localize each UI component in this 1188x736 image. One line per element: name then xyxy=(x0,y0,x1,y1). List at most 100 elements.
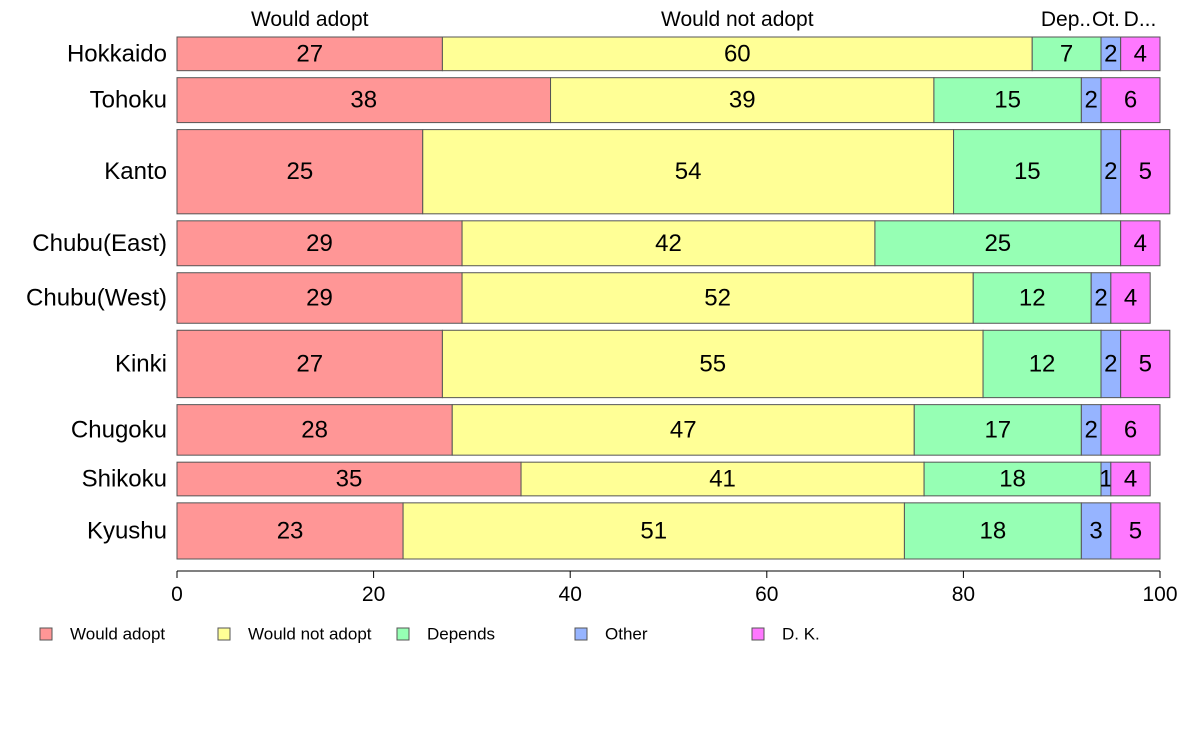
bar-label-chubu-west-would-adopt: 29 xyxy=(306,285,333,312)
row-label-tohoku: Tohoku xyxy=(90,87,167,114)
x-tick-label-80: 80 xyxy=(952,583,975,606)
bar-label-kanto-d-k: 5 xyxy=(1139,158,1152,185)
bar-chubu-east-would-adopt xyxy=(176,220,463,267)
x-tick-label-0: 0 xyxy=(171,583,183,606)
bar-label-chubu-east-d-k: 4 xyxy=(1134,230,1147,257)
bar-label-shikoku-would-adopt: 35 xyxy=(336,466,363,493)
bar-tohoku-depends xyxy=(933,77,1082,124)
row-label-shikoku: Shikoku xyxy=(82,466,167,493)
bar-chugoku-d-k xyxy=(1100,404,1161,456)
bar-label-kyushu-would-adopt: 23 xyxy=(277,517,304,544)
bar-kinki-d-k xyxy=(1120,329,1171,399)
row-label-chubu-west: Chubu(West) xyxy=(26,285,167,312)
bar-label-chubu-west-depends: 12 xyxy=(1019,285,1046,312)
legend-swatch-would-not-adopt xyxy=(217,627,231,641)
legend-label-depends: Depends xyxy=(427,625,495,644)
bar-label-shikoku-d-k: 4 xyxy=(1124,466,1137,493)
legend-label-would-not-adopt: Would not adopt xyxy=(248,625,372,644)
bar-kanto-would-adopt xyxy=(176,129,424,215)
bar-chubu-east-d-k xyxy=(1120,220,1161,267)
bar-chubu-west-would-not-adopt xyxy=(461,272,974,324)
row-label-kanto: Kanto xyxy=(104,158,167,185)
bar-label-kinki-would-not-adopt: 55 xyxy=(699,350,726,377)
bar-chubu-west-would-adopt xyxy=(176,272,463,324)
legend-label-other: Other xyxy=(605,625,648,644)
bar-label-chugoku-would-not-adopt: 47 xyxy=(670,416,697,443)
bar-label-chubu-west-would-not-adopt: 52 xyxy=(704,285,731,312)
bar-label-tohoku-would-not-adopt: 39 xyxy=(729,87,756,114)
bar-label-kinki-depends: 12 xyxy=(1029,350,1056,377)
top-label-dep: Dep.. xyxy=(1041,8,1091,31)
bar-hokkaido-depends xyxy=(1031,36,1102,72)
bar-label-kanto-other: 2 xyxy=(1104,158,1117,185)
bar-label-kanto-would-not-adopt: 54 xyxy=(675,158,702,185)
bar-label-kinki-other: 2 xyxy=(1104,350,1117,377)
bar-chubu-west-depends xyxy=(972,272,1092,324)
row-label-hokkaido: Hokkaido xyxy=(67,40,167,67)
legend-label-would-adopt: Would adopt xyxy=(70,625,165,644)
bar-label-kanto-would-adopt: 25 xyxy=(287,158,314,185)
top-label-ot: Ot. xyxy=(1092,8,1120,31)
bar-hokkaido-would-not-adopt xyxy=(441,36,1033,72)
bar-label-tohoku-d-k: 6 xyxy=(1124,87,1137,114)
x-tick-label-100: 100 xyxy=(1142,583,1177,606)
top-label-d: D... xyxy=(1124,8,1157,31)
bar-label-hokkaido-would-not-adopt: 60 xyxy=(724,40,751,67)
top-label-would-adopt: Would adopt xyxy=(251,8,369,31)
bar-kinki-would-adopt xyxy=(176,329,443,399)
bar-label-shikoku-would-not-adopt: 41 xyxy=(709,466,736,493)
row-label-chubu-east: Chubu(East) xyxy=(32,230,167,257)
legend-swatch-depends xyxy=(396,627,410,641)
bar-tohoku-d-k xyxy=(1100,77,1161,124)
bar-label-shikoku-depends: 18 xyxy=(999,466,1026,493)
bar-label-hokkaido-other: 2 xyxy=(1104,40,1117,67)
bar-label-tohoku-would-adopt: 38 xyxy=(350,87,377,114)
legend-swatch-d-k xyxy=(751,627,765,641)
bar-label-shikoku-other: 1 xyxy=(1099,466,1112,493)
bar-label-hokkaido-depends: 7 xyxy=(1060,40,1073,67)
bar-hokkaido-would-adopt xyxy=(176,36,443,72)
bar-label-kyushu-depends: 18 xyxy=(980,517,1007,544)
bar-chugoku-depends xyxy=(913,404,1082,456)
row-label-chugoku: Chugoku xyxy=(71,416,167,443)
bar-label-chubu-east-would-not-adopt: 42 xyxy=(655,230,682,257)
bar-shikoku-would-adopt xyxy=(176,461,522,497)
bar-label-hokkaido-would-adopt: 27 xyxy=(296,40,323,67)
x-tick-label-20: 20 xyxy=(362,583,385,606)
row-label-kinki: Kinki xyxy=(115,350,167,377)
bar-kyushu-depends xyxy=(903,502,1082,560)
x-tick-label-60: 60 xyxy=(755,583,778,606)
bar-label-chubu-east-depends: 25 xyxy=(984,230,1011,257)
bar-label-kanto-depends: 15 xyxy=(1014,158,1041,185)
bar-label-chugoku-d-k: 6 xyxy=(1124,416,1137,443)
bar-label-tohoku-depends: 15 xyxy=(994,87,1021,114)
bar-chubu-east-would-not-adopt xyxy=(461,220,876,267)
bar-kanto-d-k xyxy=(1120,129,1171,215)
bar-label-chugoku-would-adopt: 28 xyxy=(301,416,328,443)
bar-tohoku-would-adopt xyxy=(176,77,552,124)
x-tick-label-40: 40 xyxy=(559,583,582,606)
bar-kinki-would-not-adopt xyxy=(441,329,984,399)
bar-label-chubu-west-d-k: 4 xyxy=(1124,285,1137,312)
legend-swatch-other xyxy=(574,627,588,641)
bar-label-kyushu-d-k: 5 xyxy=(1129,517,1142,544)
bar-label-chubu-east-would-adopt: 29 xyxy=(306,230,333,257)
bar-hokkaido-d-k xyxy=(1120,36,1161,72)
bar-label-kinki-d-k: 5 xyxy=(1139,350,1152,377)
bar-kyushu-would-adopt xyxy=(176,502,404,560)
bar-label-chugoku-other: 2 xyxy=(1085,416,1098,443)
bar-kyushu-d-k xyxy=(1110,502,1161,560)
bar-tohoku-would-not-adopt xyxy=(550,77,935,124)
bar-chubu-west-d-k xyxy=(1110,272,1151,324)
legend-label-d-k: D. K. xyxy=(782,625,820,644)
bar-label-chubu-west-other: 2 xyxy=(1094,285,1107,312)
bar-label-kinki-would-adopt: 27 xyxy=(296,350,323,377)
bar-label-chugoku-depends: 17 xyxy=(984,416,1011,443)
bar-label-kyushu-would-not-adopt: 51 xyxy=(640,517,667,544)
bar-kanto-would-not-adopt xyxy=(422,129,955,215)
bar-kinki-depends xyxy=(982,329,1102,399)
top-label-would-not-adopt: Would not adopt xyxy=(661,8,814,31)
bar-label-hokkaido-d-k: 4 xyxy=(1134,40,1147,67)
bar-kyushu-would-not-adopt xyxy=(402,502,905,560)
